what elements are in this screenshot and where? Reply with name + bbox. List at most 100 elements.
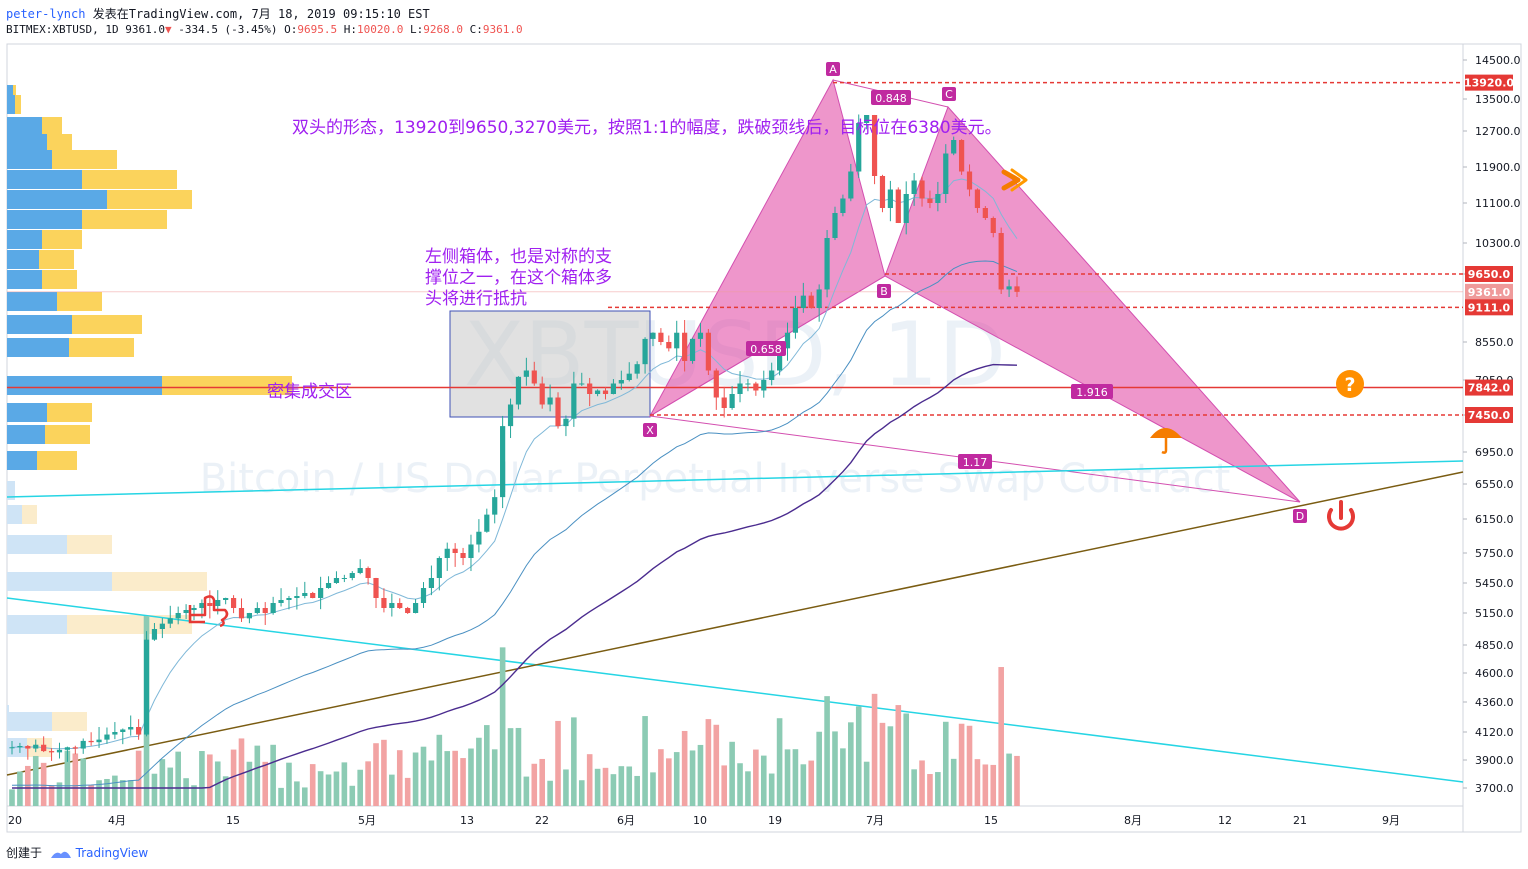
price-tick-label: 10300.0 — [1475, 237, 1521, 250]
volume-bar — [523, 776, 530, 806]
box-note-line2[interactable]: 撑位之一，在这个箱体多 — [425, 268, 612, 288]
candle-body — [729, 394, 735, 408]
volume-bar — [254, 745, 261, 806]
volume-bar — [476, 737, 482, 806]
brown-trendline[interactable] — [6, 471, 1464, 776]
volume-bar — [17, 771, 23, 806]
volume-bar — [64, 750, 71, 806]
time-tick-label: 10 — [693, 814, 707, 827]
candle-body — [484, 514, 490, 532]
box-note-line1[interactable]: 左侧箱体，也是对称的支 — [425, 247, 612, 267]
price-tick-label: 5150.0 — [1475, 607, 1514, 620]
tradingview-logo-icon — [50, 851, 71, 858]
time-tick-label: 8月 — [1124, 814, 1142, 827]
volume-bar — [578, 780, 585, 806]
price-tick-label: 12700.0 — [1475, 125, 1521, 138]
volume-profile-up — [7, 230, 42, 249]
candle-body — [278, 600, 284, 603]
main-note[interactable]: 双头的形态，13920到9650,3270美元，按照1:1的幅度，跌破颈线后，目… — [292, 118, 1002, 138]
volume-bar — [222, 776, 229, 806]
ema-slow-line[interactable] — [12, 363, 1018, 789]
volume-bar — [499, 647, 506, 806]
power-icon[interactable] — [1327, 500, 1355, 531]
svg-text:0.848: 0.848 — [875, 92, 907, 105]
volume-profile-down — [82, 170, 177, 189]
ema-fast-line[interactable] — [11, 178, 1018, 750]
arrow-right-icon[interactable] — [1001, 168, 1028, 192]
volume-bar — [721, 765, 728, 806]
volume-bar — [40, 762, 47, 806]
volume-bar — [863, 761, 870, 806]
volume-profile-down — [67, 615, 192, 634]
candle-body — [634, 364, 640, 374]
volume-profile-up — [7, 376, 162, 395]
volume-profile-up — [7, 170, 82, 189]
volume-bar — [602, 767, 609, 806]
candle-body — [864, 115, 870, 123]
lower-cyan-trendline[interactable] — [6, 597, 1464, 783]
volume-bar — [396, 750, 403, 806]
candle-body — [737, 383, 743, 394]
candle-body — [911, 180, 917, 194]
author-name[interactable]: peter-lynch — [6, 7, 86, 21]
candle-body — [412, 603, 419, 613]
volume-bar — [357, 769, 363, 806]
price-tick-label: 4600.0 — [1475, 667, 1514, 680]
time-tick-label: 19 — [768, 814, 782, 827]
umbrella-icon[interactable] — [1150, 428, 1182, 454]
volume-bar — [151, 773, 158, 806]
volume-bar — [460, 758, 466, 806]
price-tick-label: 11900.0 — [1475, 161, 1521, 174]
volume-bar — [80, 758, 87, 806]
volume-bar — [634, 775, 640, 806]
moving-averages — [11, 178, 1018, 789]
volume-profile-up — [7, 85, 13, 104]
volume-bar — [950, 758, 957, 806]
price-tick-label: 3900.0 — [1475, 754, 1514, 767]
hand-pointer-icon[interactable] — [188, 595, 229, 628]
brand-name: TradingView — [75, 846, 149, 860]
tradingview-brand[interactable]: TradingView — [50, 846, 148, 860]
volume-profile-down — [162, 376, 292, 395]
volume-bar — [681, 730, 688, 806]
volume-bar — [230, 749, 237, 806]
candle-body — [33, 744, 39, 749]
candle-body — [666, 342, 672, 349]
volume-profile-down — [69, 338, 134, 357]
volume-profile-up — [7, 95, 15, 114]
ema-mid-line[interactable] — [11, 260, 1018, 787]
volume-bar — [855, 706, 862, 806]
ratio-label-xd: 1.17 — [958, 454, 992, 469]
volume-bar — [689, 750, 696, 806]
volume-bar — [389, 774, 395, 806]
time-axis[interactable]: 20 4月 15 5月 13 22 6月 10 19 7月 15 8月 12 21 9月 — [8, 814, 1400, 827]
volume-bar — [301, 787, 308, 806]
candle-body — [658, 332, 664, 342]
upper-cyan-trendline[interactable] — [6, 460, 1464, 498]
question-icon[interactable]: ? — [1336, 370, 1364, 398]
volume-bar — [539, 758, 545, 806]
volume-bar — [333, 771, 340, 806]
dense-zone-note[interactable]: 密集成交区 — [267, 382, 352, 402]
candle-body — [998, 233, 1004, 290]
volume-profile-down — [42, 117, 62, 136]
volume-bar — [626, 766, 633, 806]
candle-body — [848, 171, 854, 199]
close-label: C: — [469, 23, 483, 36]
svg-text:?: ? — [1344, 374, 1355, 396]
volume-profile-up — [7, 134, 47, 153]
volume-bar — [341, 762, 348, 806]
low-label: L: — [410, 23, 424, 36]
volume-bar — [56, 782, 63, 806]
volume-bar — [309, 764, 316, 806]
price-axis[interactable]: 14500.0 13500.0 12700.0 11900.0 11100.0 10300… — [1463, 54, 1521, 795]
volume-bar — [246, 761, 253, 806]
candle-body — [136, 727, 142, 735]
price-badge — [1465, 379, 1513, 396]
box-note-line3[interactable]: 头将进行抵抗 — [425, 289, 527, 309]
volume-bar — [840, 748, 846, 806]
volume-bar — [119, 780, 126, 806]
volume-bar — [887, 726, 894, 806]
candle-body — [159, 623, 165, 629]
